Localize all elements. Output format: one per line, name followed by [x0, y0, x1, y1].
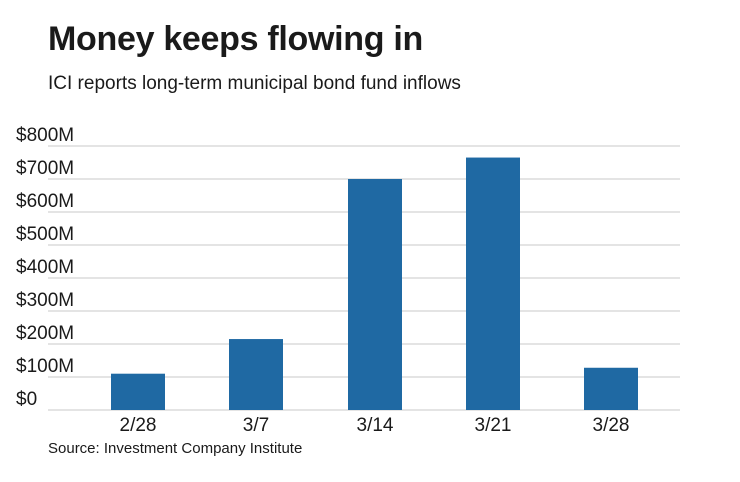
- y-tick-label: $400M: [16, 257, 74, 278]
- y-tick-label: $700M: [16, 158, 74, 179]
- bar-3-7: [229, 339, 283, 410]
- x-axis-category-labels: 2/28 3/7 3/14 3/21 3/28: [120, 415, 630, 436]
- y-tick-label: $600M: [16, 191, 74, 212]
- y-axis-tick-labels: $0 $100M $200M $300M $400M $500M $600M $700M $80…: [16, 125, 74, 410]
- x-category-label: 3/7: [243, 415, 269, 436]
- x-category-label: 3/21: [475, 415, 512, 436]
- x-category-label: 2/28: [120, 415, 157, 436]
- y-tick-label: $200M: [16, 323, 74, 344]
- y-tick-label: $500M: [16, 224, 74, 245]
- bar-3-28: [584, 367, 638, 410]
- chart-subtitle: ICI reports long-term municipal bond fun…: [48, 73, 461, 94]
- y-tick-label: $300M: [16, 290, 74, 311]
- y-tick-label: $800M: [16, 125, 74, 146]
- bar-3-14: [348, 179, 402, 410]
- y-tick-label: $100M: [16, 356, 74, 377]
- bar-2-28: [111, 373, 165, 410]
- bar-3-21: [466, 157, 520, 410]
- chart-title: Money keeps flowing in: [48, 20, 424, 58]
- x-category-label: 3/14: [357, 415, 394, 436]
- source-note: Source: Investment Company Institute: [48, 440, 303, 457]
- x-category-label: 3/28: [593, 415, 630, 436]
- y-tick-label: $0: [16, 389, 37, 410]
- bars: [111, 157, 638, 410]
